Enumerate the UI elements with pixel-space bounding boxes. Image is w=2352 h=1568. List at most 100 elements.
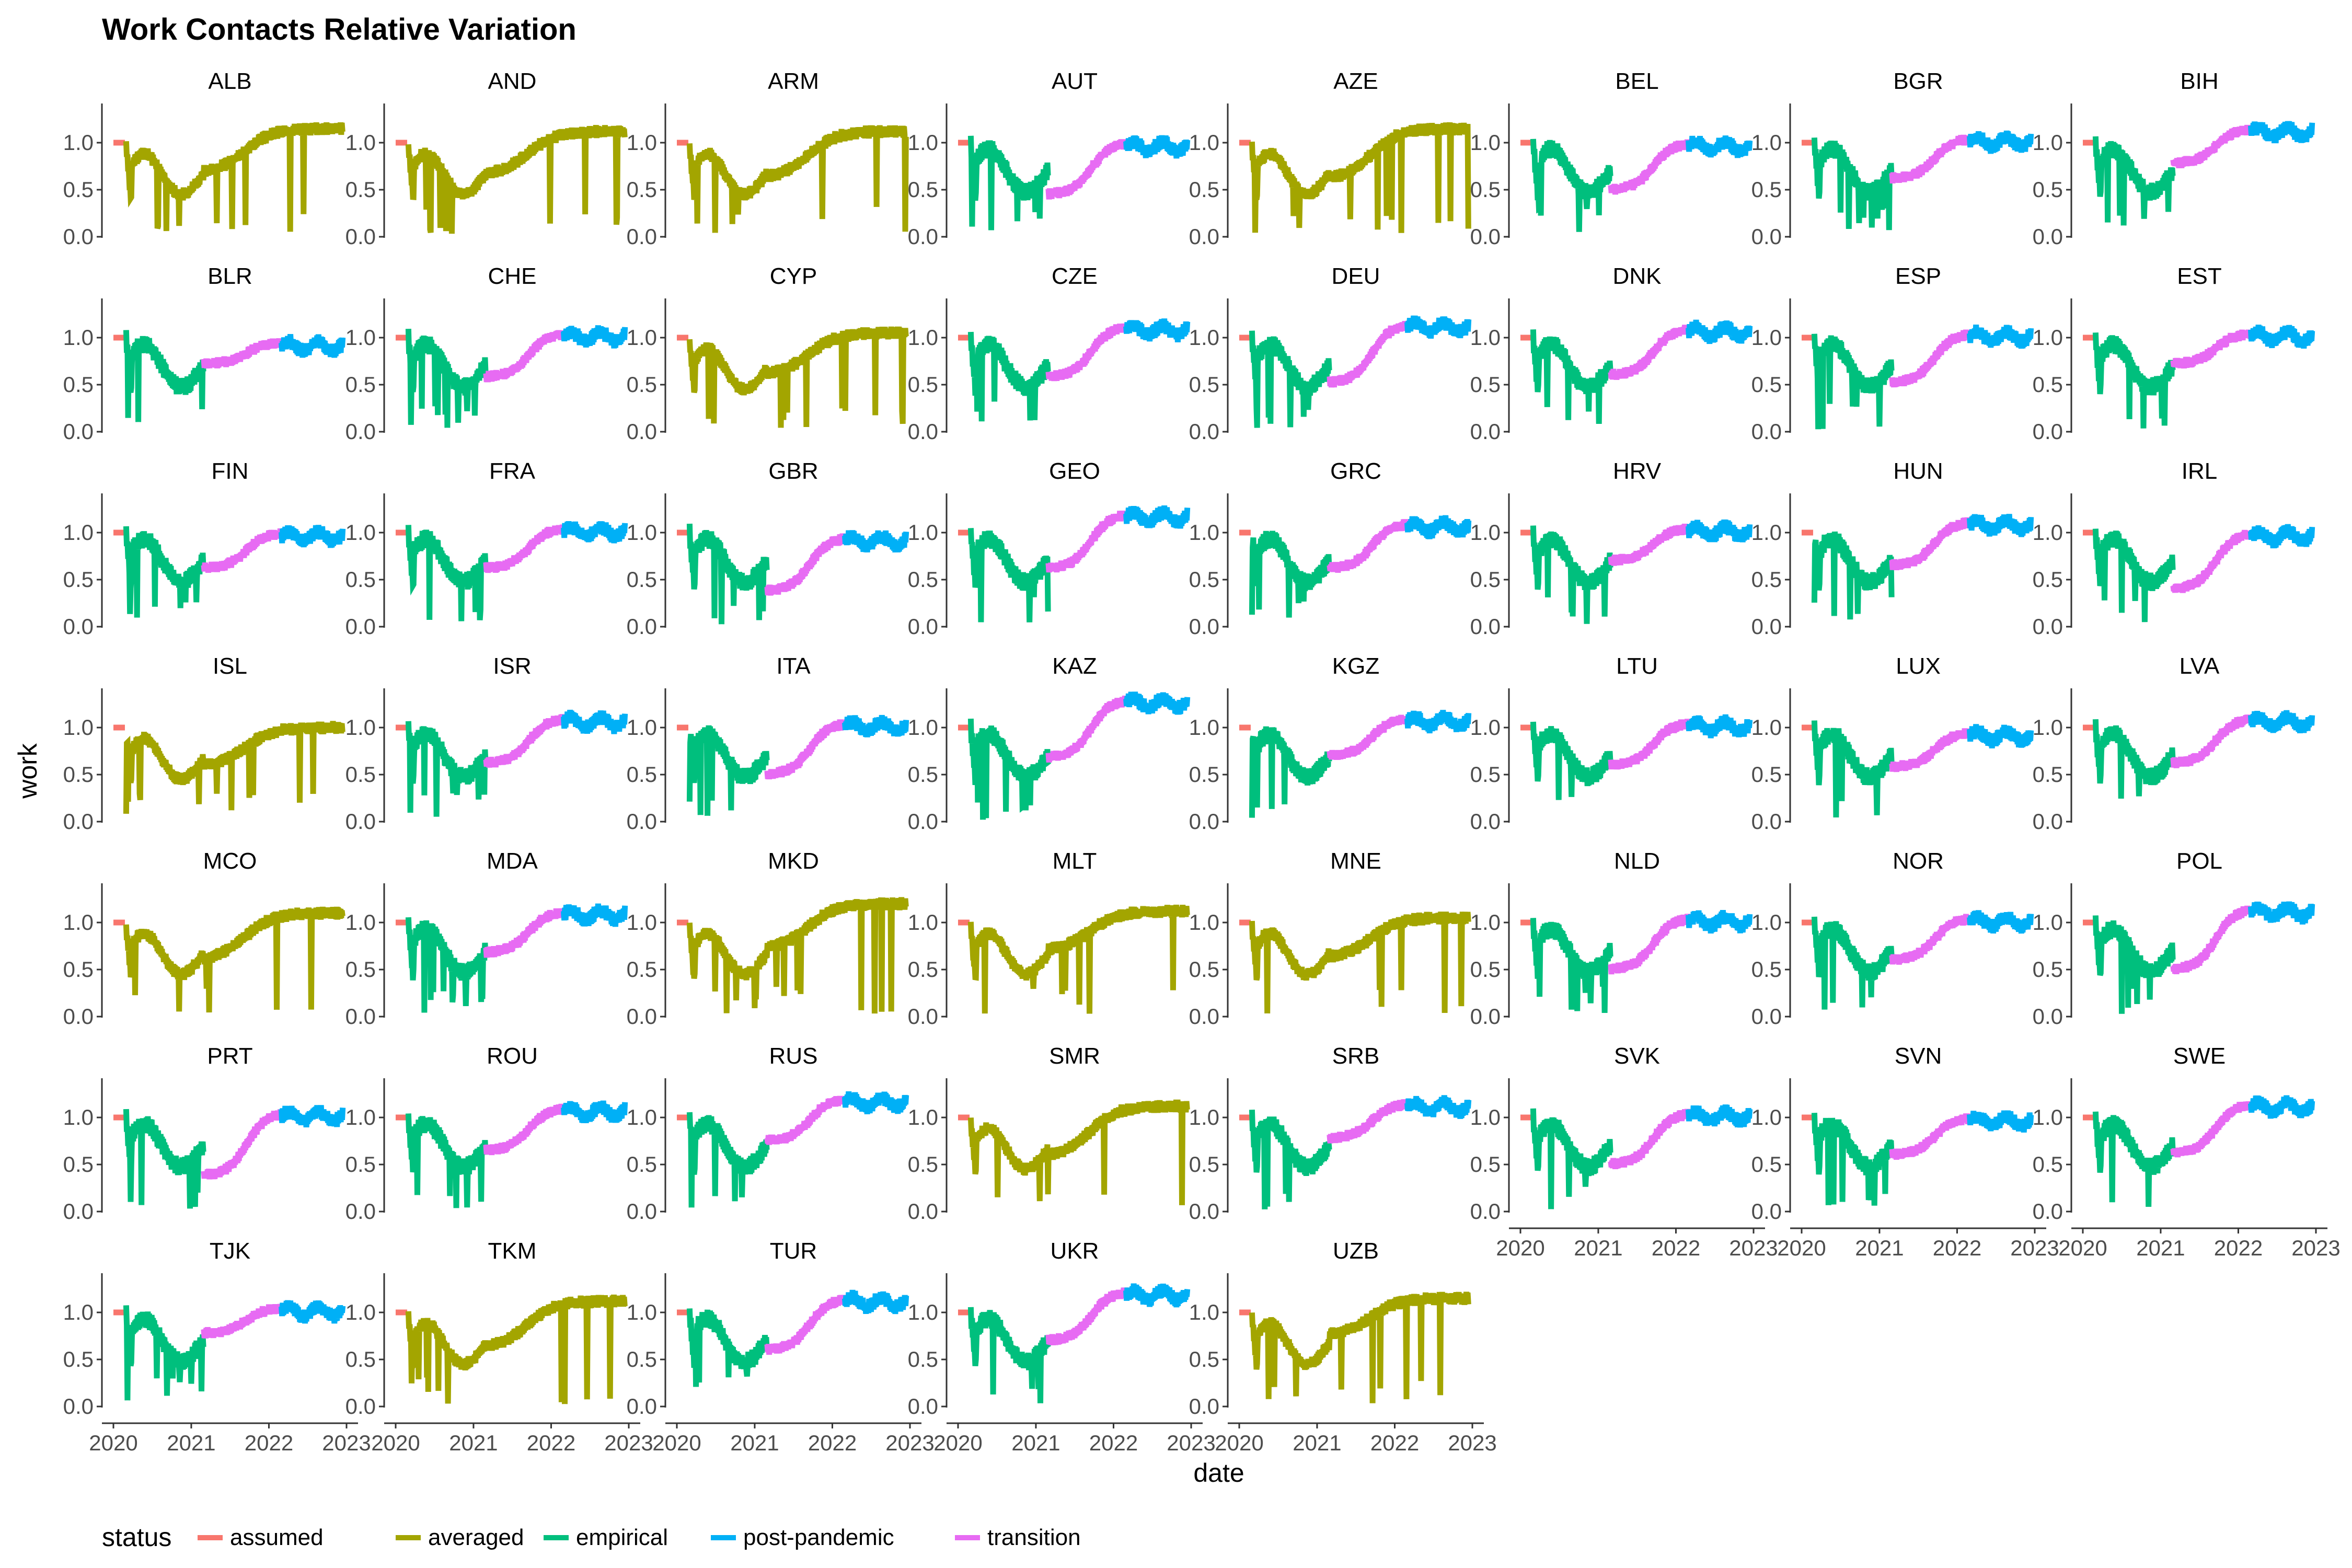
y-tick-label: 0.5	[908, 1152, 938, 1177]
x-tick-label: 2020	[1215, 1431, 1263, 1455]
facet-and: AND 0.0 0.5 1.0	[345, 68, 628, 249]
y-tick-label: 1.0	[63, 325, 94, 350]
y-tick-label: 0.0	[1189, 1004, 1219, 1029]
facet-label: EST	[2177, 263, 2222, 289]
x-tick-label: 2020	[933, 1431, 982, 1455]
y-tick-label: 1.0	[627, 520, 657, 545]
series-post-pandemic	[279, 1105, 346, 1128]
series-transition	[2170, 124, 2254, 168]
facet-ltu: LTU 0.0 0.5 1.0	[1470, 653, 1753, 834]
facet-arm: ARM 0.0 0.5 1.0	[627, 68, 909, 249]
facet-geo: GEO 0.0 0.5 1.0	[908, 458, 1191, 639]
facet-label: KAZ	[1052, 653, 1097, 679]
y-tick-label: 0.5	[1189, 1347, 1219, 1371]
y-tick-label: 0.5	[63, 567, 94, 592]
facet-tkm: TKM 0.0 0.5 1.0 2020 2021 2022 2023	[345, 1238, 653, 1455]
y-tick-label: 1.0	[1751, 910, 1782, 935]
facet-label: GRC	[1330, 458, 1381, 484]
series-post-pandemic	[279, 334, 346, 358]
facet-label: POL	[2176, 848, 2222, 874]
y-tick-label: 1.0	[908, 1300, 938, 1324]
series-post-pandemic	[1123, 135, 1191, 159]
series-post-pandemic	[842, 714, 909, 737]
facet-label: HUN	[1893, 458, 1943, 484]
facet-label: MKD	[768, 848, 819, 874]
facet-label: ISR	[493, 653, 531, 679]
x-tick-label: 2022	[245, 1431, 293, 1455]
facet-label: HRV	[1613, 458, 1662, 484]
series-transition	[201, 1109, 284, 1180]
y-tick-label: 0.0	[63, 1394, 94, 1419]
y-tick-label: 1.0	[1470, 130, 1501, 155]
series-post-pandemic	[1686, 135, 1753, 158]
y-tick-label: 0.0	[63, 419, 94, 444]
x-tick-label: 2021	[167, 1431, 215, 1455]
facet-label: SWE	[2173, 1043, 2226, 1069]
x-tick-label: 2021	[730, 1431, 779, 1455]
series-transition	[1045, 139, 1129, 200]
x-tick-label: 2020	[1777, 1236, 1826, 1260]
series-transition	[1889, 134, 1973, 184]
y-tick-label: 0.0	[2033, 1004, 2063, 1029]
facet-gbr: GBR 0.0 0.5 1.0	[627, 458, 909, 639]
series-transition	[201, 1304, 284, 1339]
facet-fra: FRA 0.0 0.5 1.0	[345, 458, 628, 639]
facet-lva: LVA 0.0 0.5 1.0	[2033, 653, 2315, 834]
series-transition	[483, 330, 567, 383]
x-tick-label: 2023	[322, 1431, 371, 1455]
y-tick-label: 1.0	[908, 520, 938, 545]
series-transition	[1608, 914, 1691, 975]
facet-label: ROU	[487, 1043, 538, 1069]
series-empirical	[1530, 329, 1613, 424]
facet-aut: AUT 0.0 0.5 1.0	[908, 68, 1191, 249]
facet-bih: BIH 0.0 0.5 1.0	[2033, 68, 2315, 249]
facet-label: ITA	[776, 653, 811, 679]
facet-tjk: TJK 0.0 0.5 1.0 2020 2021 2022 2023	[63, 1238, 371, 1455]
y-tick-label: 0.5	[345, 762, 376, 787]
y-tick-label: 1.0	[908, 325, 938, 350]
series-transition	[1889, 1113, 1973, 1160]
y-tick-label: 1.0	[908, 130, 938, 155]
series-post-pandemic	[561, 903, 628, 927]
series-post-pandemic	[561, 709, 628, 734]
series-post-pandemic	[1967, 910, 2034, 934]
y-tick-label: 0.5	[63, 762, 94, 787]
y-tick-label: 0.5	[1751, 957, 1782, 982]
x-tick-label: 2023	[1167, 1431, 1215, 1455]
y-tick-label: 1.0	[1470, 715, 1501, 740]
y-tick-label: 1.0	[1470, 520, 1501, 545]
y-tick-label: 1.0	[345, 520, 376, 545]
y-tick-label: 0.0	[2033, 224, 2063, 249]
legend-label: transition	[987, 1525, 1081, 1550]
y-tick-label: 0.0	[908, 1394, 938, 1419]
facet-label: KGZ	[1332, 653, 1379, 679]
y-tick-label: 0.5	[627, 762, 657, 787]
y-tick-label: 0.5	[63, 1347, 94, 1371]
series-transition	[1608, 139, 1691, 195]
facet-label: NOR	[1893, 848, 1944, 874]
y-tick-label: 1.0	[63, 910, 94, 935]
series-averaged	[123, 122, 345, 232]
series-empirical	[1530, 918, 1613, 1013]
y-tick-label: 0.5	[1189, 1152, 1219, 1177]
series-empirical	[686, 523, 770, 625]
facet-dnk: DNK 0.0 0.5 1.0	[1470, 263, 1753, 444]
facet-label: GBR	[768, 458, 818, 484]
y-tick-label: 0.0	[627, 1199, 657, 1224]
y-tick-label: 0.0	[1470, 614, 1501, 639]
y-tick-label: 0.0	[1470, 419, 1501, 444]
series-post-pandemic	[1686, 714, 1753, 739]
series-averaged	[1249, 122, 1471, 233]
series-post-pandemic	[279, 525, 346, 548]
facet-label: TUR	[770, 1238, 817, 1264]
series-averaged	[405, 1294, 628, 1404]
facet-label: RUS	[769, 1043, 818, 1069]
y-tick-label: 1.0	[1189, 1300, 1219, 1324]
series-empirical	[2092, 915, 2176, 1014]
series-empirical	[1249, 531, 1332, 618]
y-tick-label: 0.5	[2033, 1152, 2063, 1177]
series-transition	[2170, 329, 2254, 369]
y-tick-label: 0.5	[627, 567, 657, 592]
series-post-pandemic	[2248, 901, 2315, 925]
facet-label: TJK	[210, 1238, 250, 1264]
